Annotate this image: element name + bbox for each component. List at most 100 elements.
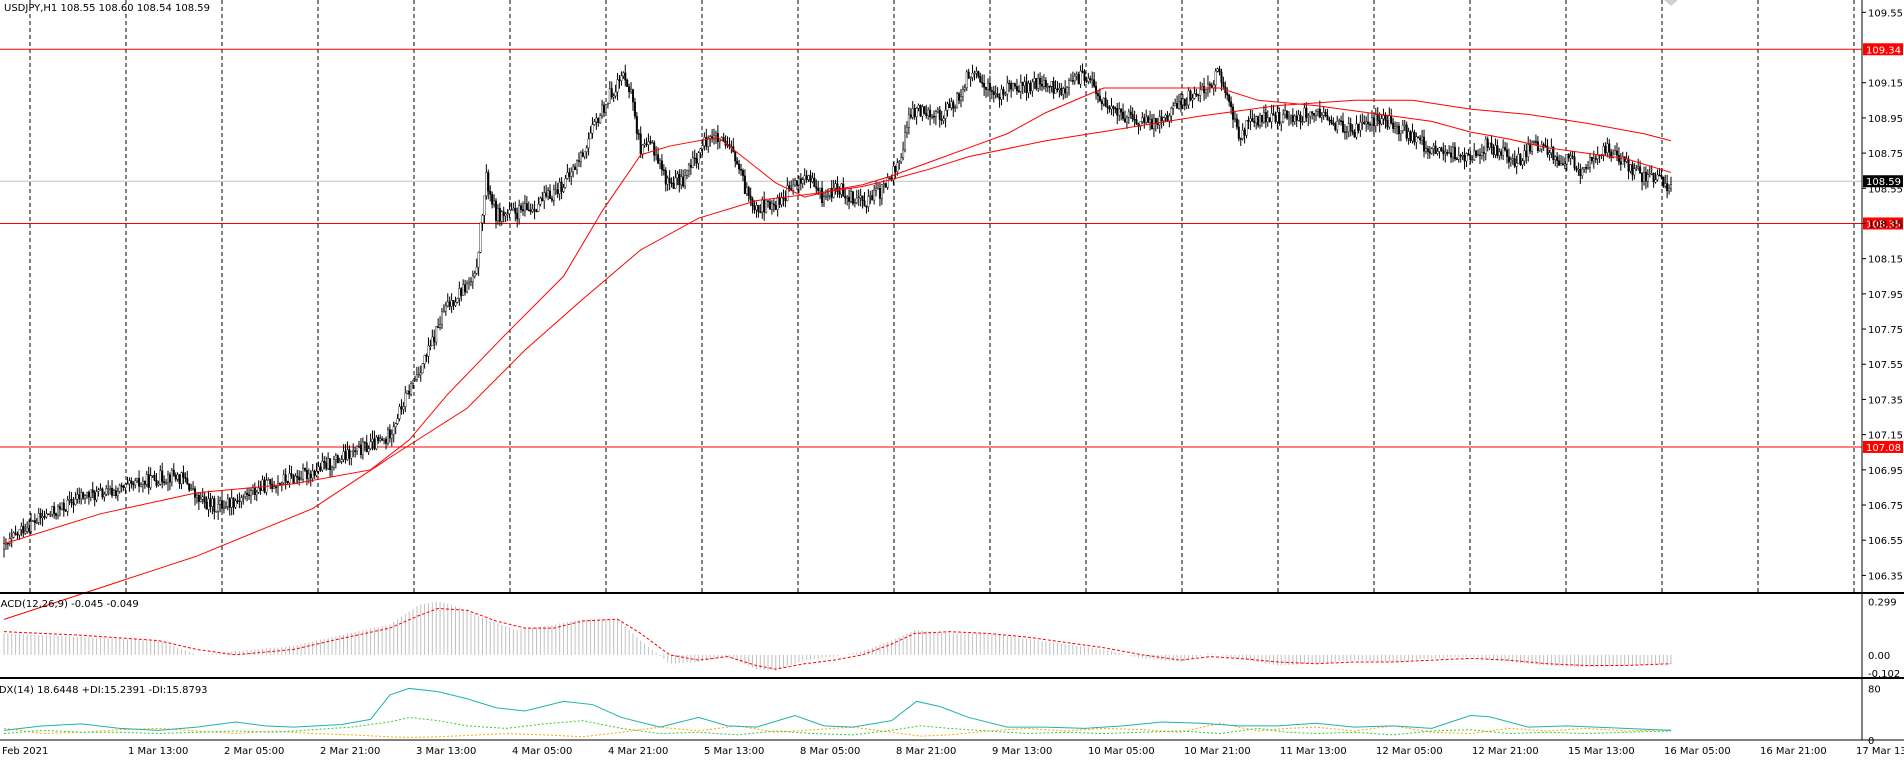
moving-average-fast — [3, 87, 1672, 545]
candle-body — [601, 104, 604, 117]
candle-body — [1581, 168, 1584, 176]
candle-body — [1089, 78, 1092, 80]
candle-body — [686, 170, 689, 176]
candle-body — [923, 106, 926, 114]
candle-body — [738, 163, 741, 170]
time-tick-label: 4 Mar 21:00 — [608, 746, 668, 757]
candle-body — [222, 507, 225, 509]
candle-body — [703, 137, 706, 146]
candle-body — [1160, 116, 1163, 122]
candle-body — [230, 497, 233, 508]
candle-body — [830, 188, 833, 198]
candle-body — [186, 478, 189, 484]
candle-body — [1226, 92, 1229, 96]
candle-body — [531, 208, 534, 212]
candle-body — [624, 72, 627, 81]
candle-body — [504, 213, 507, 217]
candle-body — [662, 169, 665, 172]
candle-body — [1118, 108, 1121, 116]
candle-body — [998, 97, 1001, 100]
candle-body — [138, 478, 141, 487]
candle-body — [1525, 150, 1528, 158]
candle-body — [207, 498, 210, 510]
candle-body — [834, 183, 837, 189]
candle-body — [1185, 104, 1188, 107]
candle-body — [975, 71, 978, 74]
candle-body — [954, 107, 957, 109]
candle-body — [981, 82, 984, 84]
candle-body — [1232, 106, 1235, 120]
candle-body — [1276, 112, 1279, 122]
candle-body — [454, 301, 457, 306]
candle-body — [346, 449, 349, 460]
candle-body — [188, 483, 191, 491]
adx-tick-label: 80 — [1868, 684, 1881, 695]
candle-body — [1116, 108, 1119, 116]
candle-body — [1347, 123, 1350, 132]
candle-body — [1666, 183, 1669, 192]
candle-body — [28, 527, 31, 532]
candle-body — [217, 504, 220, 512]
candle-body — [201, 496, 204, 500]
candle-body — [1287, 116, 1290, 119]
candle-body — [867, 196, 870, 208]
candle-body — [300, 478, 303, 481]
candle-body — [1100, 101, 1103, 105]
candle-body — [149, 475, 152, 488]
candle-body — [1218, 68, 1221, 73]
candle-body — [1328, 119, 1331, 122]
candle-body — [614, 91, 617, 97]
candle-body — [107, 488, 110, 490]
candle-body — [813, 177, 816, 188]
candle-body — [971, 72, 974, 78]
candle-body — [479, 222, 482, 253]
candle-body — [956, 93, 959, 108]
candle-body — [985, 87, 988, 90]
candle-body — [298, 476, 301, 481]
candle-body — [80, 492, 83, 500]
candle-body — [493, 200, 496, 205]
candle-body — [1168, 115, 1171, 122]
candle-body — [344, 451, 347, 460]
candle-body — [319, 466, 322, 471]
chart-shift-icon[interactable] — [1664, 0, 1678, 6]
macd-signal-line — [3, 607, 1672, 670]
candle-body — [1291, 115, 1294, 123]
candle-body — [1606, 143, 1609, 154]
candle-body — [1108, 107, 1111, 110]
candle-body — [674, 177, 677, 189]
candle-body — [961, 89, 964, 97]
candle-body — [354, 450, 357, 452]
adx-main-line — [3, 687, 1672, 731]
candle-body — [1297, 114, 1300, 121]
candle-body — [24, 531, 27, 534]
candle-body — [1585, 166, 1588, 169]
candle-body — [965, 71, 968, 89]
candle-body — [1125, 117, 1128, 123]
candle-body — [1627, 158, 1630, 172]
candle-body — [628, 86, 631, 93]
candle-body — [1237, 126, 1240, 139]
candle-body — [1262, 111, 1265, 123]
candle-body — [1646, 174, 1649, 182]
horizontal-levels[interactable]: 109.34 108.35 107.08 — [0, 43, 1903, 454]
candle-body — [1436, 151, 1439, 154]
candle-body — [415, 374, 418, 380]
candle-body — [1374, 114, 1377, 126]
candle-body — [892, 165, 895, 181]
candle-body — [58, 506, 61, 510]
candle-body — [803, 175, 806, 180]
candle-body — [1492, 147, 1495, 155]
macd-tick-label: 0.299 — [1868, 598, 1897, 609]
candle-body — [165, 482, 168, 484]
candle-body — [1357, 123, 1360, 131]
candle-body — [1141, 117, 1144, 122]
candle-body — [770, 203, 773, 210]
candle-body — [1648, 173, 1651, 175]
candle-body — [1303, 107, 1306, 122]
candle-body — [330, 467, 333, 470]
candle-body — [1567, 154, 1570, 159]
candle-body — [1380, 118, 1383, 125]
candle-body — [176, 474, 179, 480]
